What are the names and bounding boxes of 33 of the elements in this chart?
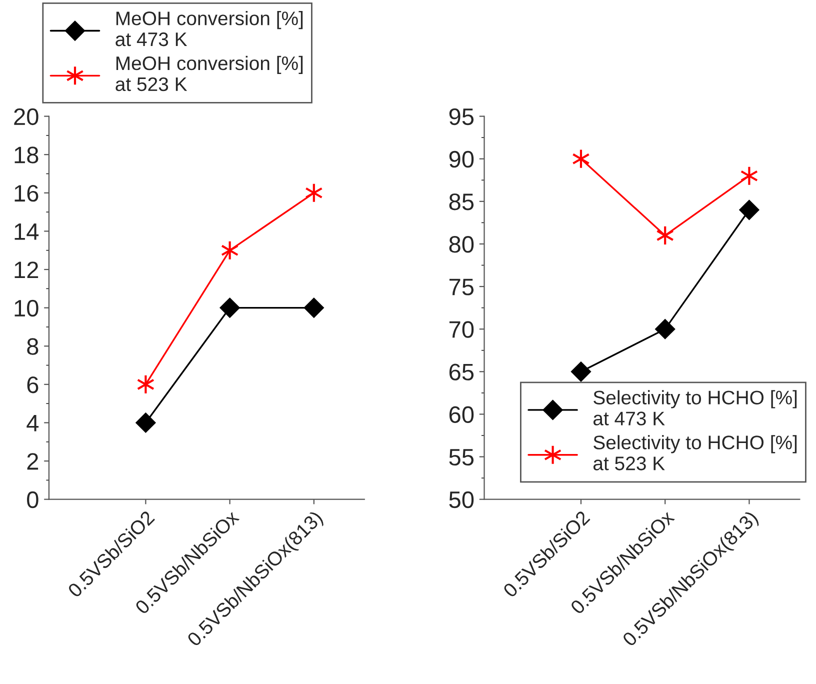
point [571, 362, 591, 382]
legend-label: MeOH conversion [%] at 473 K [116, 10, 303, 46]
y-tick-label: 80 [449, 236, 474, 253]
y-tick-label: 6 [27, 376, 38, 394]
legend-label: MeOH conversion [%] at 523 K [116, 56, 303, 92]
y-tick-label: 65 [449, 364, 474, 380]
y-tick-label: 4 [26, 415, 39, 432]
point [740, 166, 758, 186]
point [304, 298, 324, 318]
legend-label: Selectivity to HCHO [%] at 523 K [593, 435, 797, 470]
point [220, 298, 240, 318]
y-tick-label: 85 [449, 193, 474, 210]
y-tick-label: 60 [449, 406, 474, 423]
legend-label: Selectivity to HCHO [%] at 473 K [593, 390, 797, 426]
y-tick-label: 75 [449, 278, 474, 296]
y-tick-label: 8 [27, 338, 38, 355]
y-tick-label: 95 [449, 108, 474, 126]
y-tick-label: 0 [27, 491, 38, 508]
y-tick-label: 12 [14, 262, 38, 278]
y-tick-label: 2 [27, 453, 38, 470]
y-tick-label: 90 [449, 150, 474, 168]
y-tick-label: 70 [449, 321, 474, 338]
point [136, 412, 156, 433]
point [220, 240, 239, 260]
y-tick-label: 20 [14, 108, 38, 126]
y-tick-label: 50 [449, 491, 474, 508]
y-tick-label: 18 [14, 146, 38, 164]
y-tick-label: 10 [14, 300, 38, 317]
point [739, 200, 760, 220]
y-tick-label: 55 [449, 449, 474, 466]
point [655, 319, 675, 339]
y-tick-label: 16 [14, 184, 38, 202]
y-tick-label: 14 [14, 224, 39, 240]
